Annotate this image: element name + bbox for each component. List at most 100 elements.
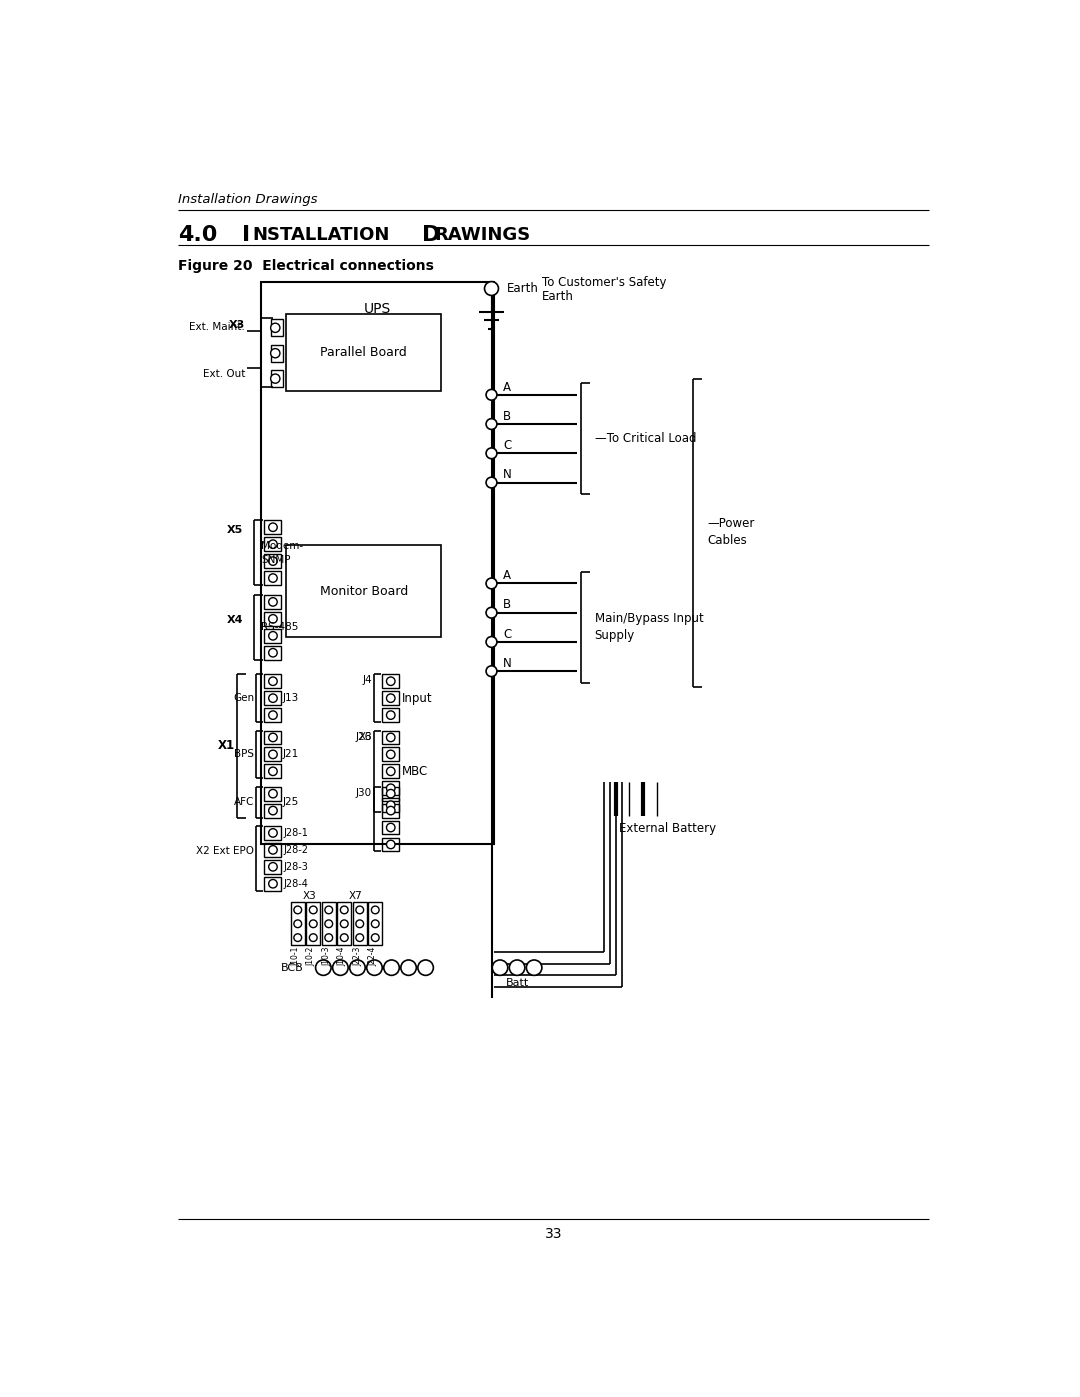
Bar (322, 902, 336, 944)
Text: C: C (503, 439, 511, 453)
Text: UPS: UPS (364, 302, 391, 316)
Text: X7: X7 (349, 891, 363, 901)
Bar (382, 731, 400, 745)
Text: Monitor Board: Monitor Board (320, 584, 408, 598)
Text: BCB: BCB (281, 963, 303, 972)
Circle shape (340, 907, 348, 914)
Text: J28-1: J28-1 (283, 828, 308, 838)
Bar (382, 747, 400, 761)
Bar (286, 314, 441, 391)
Text: SNMP: SNMP (261, 556, 291, 566)
Bar (265, 692, 282, 705)
Circle shape (271, 374, 280, 383)
Circle shape (387, 840, 395, 849)
Bar (382, 820, 400, 834)
Text: X1: X1 (218, 739, 235, 753)
Circle shape (486, 666, 497, 676)
Text: J26: J26 (356, 732, 373, 742)
Text: J28-2: J28-2 (283, 845, 308, 855)
Circle shape (325, 933, 333, 942)
Text: —To Critical Load: —To Critical Load (595, 432, 697, 446)
Text: J13: J13 (283, 693, 299, 703)
Circle shape (492, 960, 508, 975)
Bar (265, 555, 282, 569)
Text: J22-3: J22-3 (353, 947, 362, 967)
Text: J22-4: J22-4 (368, 947, 378, 967)
Circle shape (486, 390, 497, 400)
Circle shape (269, 631, 278, 640)
Circle shape (367, 960, 382, 975)
Circle shape (315, 960, 332, 975)
Bar (382, 838, 400, 851)
Text: J10-1: J10-1 (292, 947, 300, 967)
Circle shape (486, 608, 497, 617)
Circle shape (372, 921, 379, 928)
Text: X3: X3 (302, 891, 316, 901)
Bar (291, 902, 305, 944)
Circle shape (486, 478, 497, 488)
Circle shape (269, 750, 278, 759)
Bar (382, 708, 400, 722)
Bar (265, 764, 282, 778)
Circle shape (356, 933, 364, 942)
Text: J30: J30 (356, 788, 373, 798)
Text: 33: 33 (544, 1227, 563, 1241)
Bar (265, 538, 282, 550)
Text: J25: J25 (283, 798, 299, 807)
Circle shape (294, 921, 301, 928)
Text: External Battery: External Battery (619, 821, 716, 835)
Text: Modem-: Modem- (261, 542, 303, 552)
Circle shape (333, 960, 348, 975)
Text: A: A (503, 569, 511, 583)
Text: Ext. Maint.: Ext. Maint. (189, 323, 245, 332)
Circle shape (387, 800, 395, 809)
Text: J28-3: J28-3 (283, 862, 308, 872)
Circle shape (372, 933, 379, 942)
Circle shape (309, 933, 318, 942)
Text: J10-4: J10-4 (338, 947, 347, 967)
Text: J28-4: J28-4 (283, 879, 308, 888)
Circle shape (387, 711, 395, 719)
Text: RAWINGS: RAWINGS (434, 226, 530, 244)
Bar (265, 629, 282, 643)
Circle shape (269, 522, 278, 531)
Circle shape (309, 907, 318, 914)
Circle shape (309, 921, 318, 928)
Circle shape (372, 907, 379, 914)
Bar (265, 877, 282, 891)
Bar (382, 803, 400, 817)
Circle shape (340, 921, 348, 928)
Circle shape (387, 678, 395, 686)
Text: J10-3: J10-3 (322, 947, 332, 967)
Text: Figure 20  Electrical connections: Figure 20 Electrical connections (177, 260, 433, 274)
Circle shape (325, 907, 333, 914)
Text: Input: Input (402, 692, 432, 704)
Circle shape (486, 578, 497, 588)
Text: I: I (242, 225, 251, 246)
Circle shape (269, 806, 278, 814)
Circle shape (269, 733, 278, 742)
Text: Ext. Out: Ext. Out (203, 369, 245, 379)
Text: N: N (503, 468, 512, 482)
Bar (307, 902, 321, 944)
Text: MBC: MBC (402, 764, 428, 778)
Text: B: B (503, 598, 511, 612)
Circle shape (356, 907, 364, 914)
Bar (265, 826, 282, 840)
Text: X3: X3 (359, 732, 373, 742)
Text: Cables: Cables (707, 534, 746, 546)
Text: B: B (503, 409, 511, 423)
Text: BPS: BPS (234, 749, 255, 760)
Bar (265, 842, 282, 856)
Bar (382, 787, 400, 800)
Circle shape (387, 823, 395, 831)
Text: X4: X4 (227, 615, 243, 624)
Text: A: A (503, 380, 511, 394)
Bar (265, 803, 282, 817)
Circle shape (294, 907, 301, 914)
Text: Batt: Batt (505, 978, 529, 988)
Text: 4.0: 4.0 (177, 225, 217, 246)
Circle shape (269, 574, 278, 583)
Text: X2 Ext EPO: X2 Ext EPO (197, 845, 255, 855)
Text: RS-485: RS-485 (261, 622, 299, 633)
